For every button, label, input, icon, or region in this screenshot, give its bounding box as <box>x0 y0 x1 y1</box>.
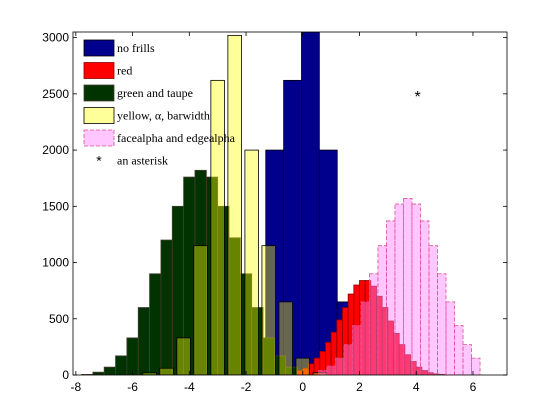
bar-green-and-taupe <box>115 355 128 375</box>
bar-yellow-barwidth <box>193 245 208 375</box>
legend-label: facealpha and edgealpha <box>117 131 236 145</box>
x-tick-label: -4 <box>184 380 195 394</box>
axes-box <box>72 31 508 376</box>
x-tick-label: 2 <box>356 380 363 394</box>
markers-layer: * <box>415 89 421 106</box>
bar-facealpha-and-edgealpha <box>360 301 370 375</box>
x-tick-label: 0 <box>299 380 306 394</box>
y-tick-label: 0 <box>62 368 69 382</box>
bar-yellow-barwidth <box>244 149 259 375</box>
legend-swatch <box>83 62 115 79</box>
legend: no frills red green and taupe yellow, α, ba… <box>83 39 236 169</box>
legend-label: red <box>117 64 132 78</box>
bar-facealpha-and-edgealpha <box>428 245 438 375</box>
y-tick-label: 3000 <box>42 31 69 45</box>
x-tick-label: -6 <box>127 380 138 394</box>
bar-yellow-barwidth <box>210 79 225 375</box>
bar-green-and-taupe <box>137 307 150 375</box>
legend-entry: * an asterisk <box>96 153 168 169</box>
legend-label: green and taupe <box>117 86 193 100</box>
x-tick-label: 4 <box>413 380 420 394</box>
legend-swatch <box>83 129 115 147</box>
bar-yellow-barwidth <box>176 337 191 375</box>
bar-yellow-barwidth <box>227 34 242 375</box>
legend-swatch <box>83 84 115 102</box>
y-tick-label: 1000 <box>42 256 69 270</box>
bar-facealpha-and-edgealpha <box>343 344 353 375</box>
bar-facealpha-and-edgealpha <box>377 245 387 375</box>
bars-layer <box>81 32 481 375</box>
bar-no-frills <box>318 149 338 375</box>
bar-facealpha-and-edgealpha <box>334 357 345 375</box>
bar-facealpha-and-edgealpha <box>437 273 447 375</box>
legend-entry: facealpha and edgealpha <box>83 129 236 147</box>
bar-facealpha-and-edgealpha <box>394 203 404 375</box>
axes-layer: -8 -6 -4 -2 0 2 4 6 0 500 1000 1500 2000 2500 3000 <box>42 31 508 394</box>
bar-facealpha-and-edgealpha <box>403 198 413 375</box>
bar-green-and-taupe <box>103 366 116 375</box>
bar-facealpha-and-edgealpha <box>369 273 379 375</box>
bar-facealpha-and-edgealpha <box>386 220 396 375</box>
x-tick-label: 6 <box>470 380 477 394</box>
bar-green-and-taupe <box>126 337 139 375</box>
legend-entry: no frills <box>83 39 155 57</box>
bar-facealpha-and-edgealpha <box>454 325 464 375</box>
legend-label: yellow, α, barwidth <box>117 109 210 123</box>
y-tick-label: 500 <box>49 312 69 326</box>
bar-facealpha-and-edgealpha <box>471 357 481 375</box>
bar-yellow-barwidth <box>278 301 293 375</box>
bar-no-frills <box>301 32 320 375</box>
bar-facealpha-and-edgealpha <box>352 325 362 375</box>
x-tick-label: -2 <box>241 380 252 394</box>
series-3 <box>142 34 327 375</box>
legend-entry: green and taupe <box>83 84 193 102</box>
legend-label: no frills <box>117 41 155 55</box>
bar-yellow-barwidth <box>142 372 157 375</box>
bar-facealpha-and-edgealpha <box>411 203 421 375</box>
x-tick-label: -8 <box>71 380 82 394</box>
bar-green-and-taupe <box>92 371 105 375</box>
bar-facealpha-and-edgealpha <box>445 301 455 375</box>
bar-yellow-barwidth <box>159 367 174 375</box>
y-tick-label: 2500 <box>42 87 69 101</box>
bar-facealpha-and-edgealpha <box>462 344 472 375</box>
bar-facealpha-and-edgealpha <box>317 370 328 375</box>
legend-entry: yellow, α, barwidth <box>83 107 210 124</box>
legend-asterisk-icon: * <box>96 153 102 169</box>
asterisk-marker: * <box>415 89 421 106</box>
series-4 <box>317 198 481 375</box>
y-tick-label: 2000 <box>42 143 69 157</box>
bar-facealpha-and-edgealpha <box>326 365 336 375</box>
bar-green-and-taupe <box>149 273 162 375</box>
series-2 <box>81 169 298 375</box>
legend-label: an asterisk <box>117 154 168 168</box>
legend-entry: red <box>83 62 132 79</box>
y-tick-label: 1500 <box>42 199 69 213</box>
bar-green-and-taupe <box>160 239 173 375</box>
legend-swatch <box>83 107 115 124</box>
bar-facealpha-and-edgealpha <box>420 220 430 375</box>
legend-swatch <box>83 39 115 57</box>
bar-yellow-barwidth <box>261 245 276 375</box>
